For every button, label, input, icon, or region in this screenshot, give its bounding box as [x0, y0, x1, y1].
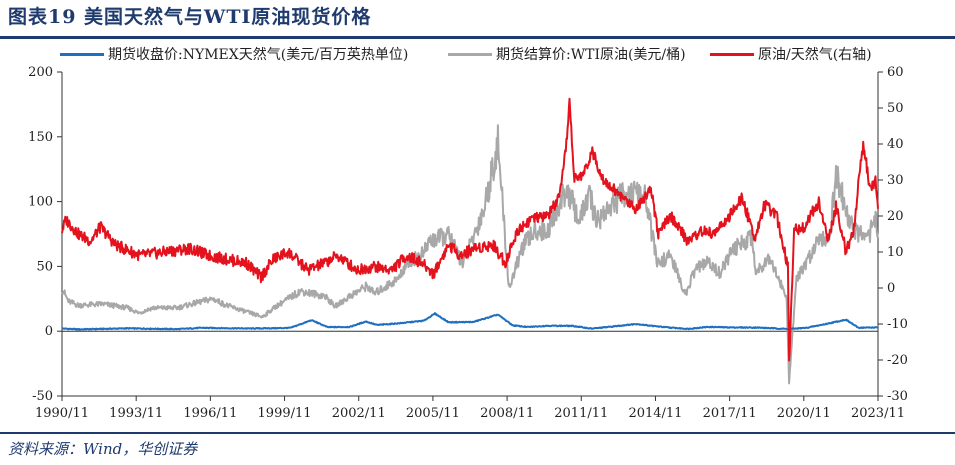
- x-tick-label: 2014/11: [628, 406, 682, 421]
- x-tick-label: 2005/11: [406, 406, 460, 421]
- legend-label-wti: 期货结算价:WTI原油(美元/桶): [496, 47, 686, 63]
- x-tick-label: 2002/11: [332, 406, 386, 421]
- series-line-gas: [61, 312, 879, 331]
- y-right-tick-label: 20: [887, 209, 904, 224]
- legend-item-ratio: 原油/天然气(右轴): [710, 44, 872, 64]
- x-tick-label: 2023/11: [851, 406, 905, 421]
- y-right-tick-label: 30: [887, 173, 904, 188]
- y-right-tick-label: 10: [887, 245, 904, 260]
- x-tick-label: 2020/11: [777, 406, 831, 421]
- legend-item-gas: 期货收盘价:NYMEX天然气(美元/百万英热单位): [60, 44, 408, 64]
- y-right-tick-label: 0: [887, 281, 895, 296]
- x-tick-label: 1990/11: [35, 406, 89, 421]
- y-right-tick-label: -30: [887, 389, 908, 404]
- legend-label-gas: 期货收盘价:NYMEX天然气(美元/百万英热单位): [108, 47, 409, 63]
- x-tick-label: 1999/11: [258, 406, 312, 421]
- y-right-tick-label: 40: [887, 137, 904, 152]
- y-right-tick-label: 50: [887, 101, 904, 116]
- y-left-tick-label: 100: [28, 195, 53, 210]
- title-rule: [0, 36, 955, 39]
- source-note: 资料来源：Wind，华创证券: [8, 440, 198, 458]
- y-left-tick-label: 0: [45, 324, 53, 339]
- y-left-tick-label: 200: [28, 65, 53, 80]
- y-left-tick-label: 150: [28, 130, 53, 145]
- y-left-tick-label: 50: [36, 259, 53, 274]
- x-tick-label: 2008/11: [480, 406, 534, 421]
- legend-item-wti: 期货结算价:WTI原油(美元/桶): [448, 44, 686, 64]
- x-tick-label: 2017/11: [703, 406, 757, 421]
- chart-title: 图表19 美国天然气与WTI原油现货价格: [8, 6, 372, 28]
- x-tick-label: 1993/11: [109, 406, 163, 421]
- legend-label-ratio: 原油/天然气(右轴): [758, 47, 872, 63]
- legend-swatch-wti: [448, 52, 492, 56]
- footer-rule: [0, 432, 955, 434]
- y-right-tick-label: 60: [887, 65, 904, 80]
- y-left-tick-label: -50: [32, 389, 53, 404]
- x-tick-label: 2011/11: [554, 406, 608, 421]
- series-line-ratio: [61, 97, 879, 362]
- series-line-wti: [61, 124, 879, 385]
- x-tick-label: 1996/11: [183, 406, 237, 421]
- y-right-tick-label: -20: [887, 353, 908, 368]
- legend-swatch-gas: [60, 52, 104, 56]
- y-right-tick-label: -10: [887, 317, 908, 332]
- legend-swatch-ratio: [710, 52, 754, 56]
- chart-legend: 期货收盘价:NYMEX天然气(美元/百万英热单位) 期货结算价:WTI原油(美元…: [0, 40, 955, 66]
